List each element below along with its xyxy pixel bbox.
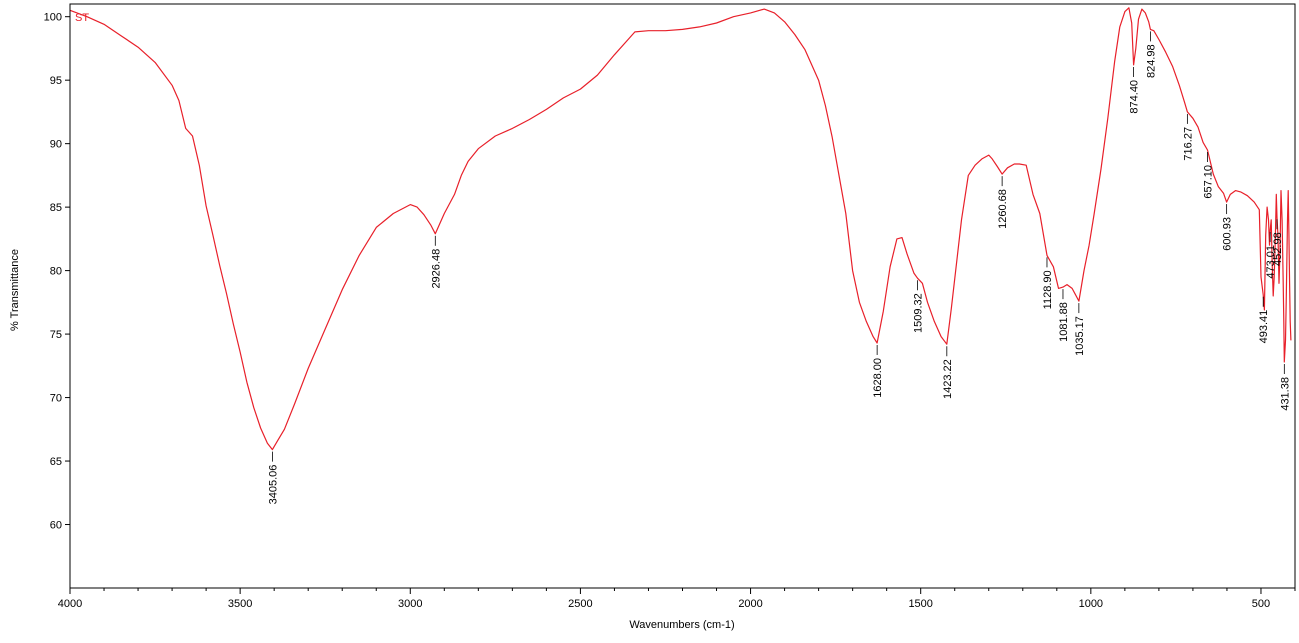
- y-axis: 60 65 70 75 80 85 90 95 100: [44, 12, 70, 532]
- y-tick-label: 70: [50, 393, 62, 405]
- y-tick-label: 100: [44, 12, 62, 24]
- x-tick-label: 500: [1252, 598, 1270, 610]
- peak-label: 1035.17: [1074, 316, 1086, 356]
- plot-layer: 3405.06 2926.48 1628.00 1509.32 1423.22 1260.…: [69, 7, 1292, 505]
- y-tick-label: 95: [50, 75, 62, 87]
- x-axis-title: Wavenumbers (cm-1): [629, 619, 734, 631]
- x-tick-label: 3500: [228, 598, 252, 610]
- y-tick-label: 85: [50, 202, 62, 214]
- x-axis: 4000 3500 3000 2500 2000 1500 1000 500: [58, 588, 1296, 610]
- sample-label: ST: [75, 12, 89, 24]
- peak-label: 600.93: [1222, 217, 1234, 251]
- peak-label: 657.10: [1203, 165, 1215, 199]
- peak-label: 1081.88: [1058, 302, 1070, 342]
- y-tick-label: 80: [50, 266, 62, 278]
- peak-label: 1128.90: [1042, 270, 1054, 309]
- x-tick-label: 2500: [568, 598, 592, 610]
- peak-label: 493.41: [1258, 310, 1270, 344]
- x-tick-label: 1500: [908, 598, 932, 610]
- peak-label: 1423.22: [942, 359, 954, 399]
- y-tick-label: 75: [50, 329, 62, 341]
- peak-label: 3405.06: [267, 465, 279, 505]
- peak-label: 473.01: [1265, 245, 1277, 279]
- peak-label: 1509.32: [913, 293, 925, 333]
- peak-label: 874.40: [1129, 80, 1141, 114]
- x-tick-label: 3000: [398, 598, 422, 610]
- peak-label: 716.27: [1182, 127, 1194, 161]
- x-tick-label: 4000: [58, 598, 82, 610]
- peak-label: 824.98: [1145, 44, 1157, 78]
- peak-label: 1260.68: [997, 189, 1009, 229]
- y-tick-label: 60: [50, 520, 62, 532]
- x-tick-label: 2000: [738, 598, 762, 610]
- y-axis-title: % Transmittance: [9, 249, 21, 331]
- peak-label: 2926.48: [430, 249, 442, 289]
- peak-label: 1628.00: [872, 358, 884, 398]
- x-tick-label: 1000: [1079, 598, 1103, 610]
- y-tick-label: 65: [50, 456, 62, 468]
- peak-label: 431.38: [1279, 377, 1291, 411]
- peak-label: 452.98: [1272, 232, 1284, 266]
- y-tick-label: 90: [50, 139, 62, 151]
